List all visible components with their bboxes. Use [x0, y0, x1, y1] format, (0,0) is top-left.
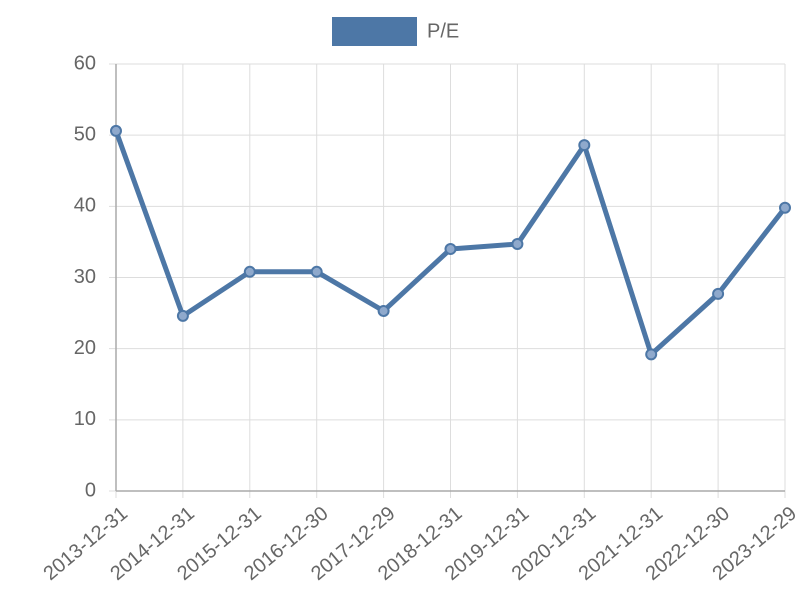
y-tick-label: 20 [74, 337, 96, 359]
data-point [243, 265, 256, 278]
y-tick-label: 60 [74, 52, 96, 74]
data-point [779, 201, 791, 214]
data-point [511, 238, 524, 251]
data-point [578, 139, 591, 152]
legend-swatch [332, 17, 417, 46]
y-tick-label: 40 [74, 195, 96, 217]
y-tick-label: 0 [85, 479, 96, 501]
data-point [712, 287, 725, 300]
data-point [110, 124, 122, 137]
data-point [645, 348, 658, 361]
data-point [377, 304, 390, 317]
data-point [176, 309, 189, 322]
data-point [444, 243, 457, 256]
y-tick-label: 50 [74, 123, 96, 145]
y-tick-label: 30 [74, 266, 96, 288]
legend-label: P/E [427, 20, 459, 42]
y-tick-label: 10 [74, 408, 96, 430]
data-point [310, 265, 323, 278]
